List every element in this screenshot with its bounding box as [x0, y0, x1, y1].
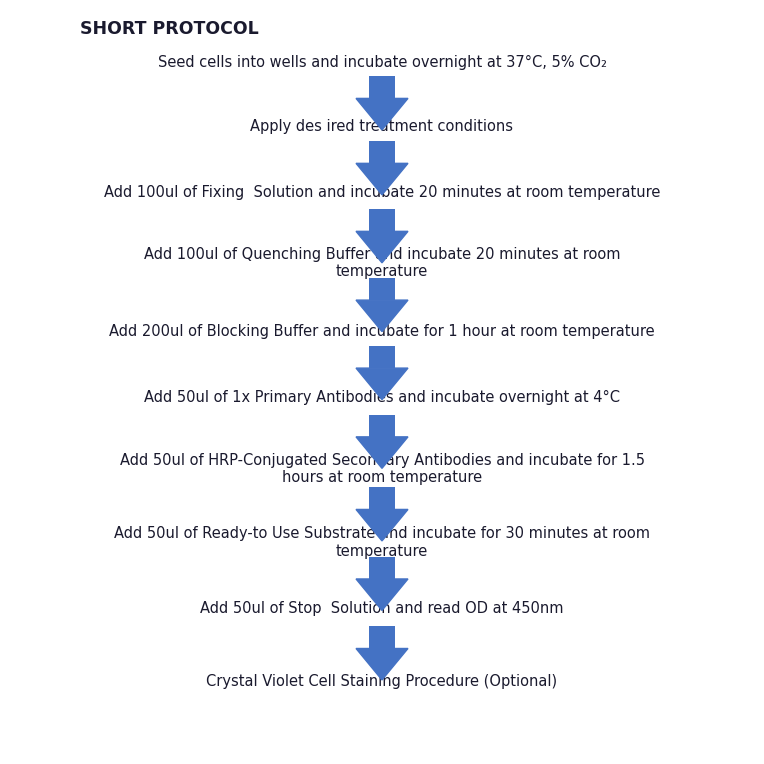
Polygon shape: [356, 231, 408, 263]
Text: Add 200ul of Blocking Buffer and incubate for 1 hour at room temperature: Add 200ul of Blocking Buffer and incubat…: [109, 324, 655, 339]
Text: SHORT PROTOCOL: SHORT PROTOCOL: [80, 20, 259, 38]
FancyBboxPatch shape: [370, 209, 395, 231]
FancyBboxPatch shape: [370, 487, 395, 510]
FancyBboxPatch shape: [370, 415, 395, 437]
Polygon shape: [356, 368, 408, 400]
Polygon shape: [356, 649, 408, 680]
Text: Add 50ul of Ready-to Use Substrate and incubate for 30 minutes at room
temperatu: Add 50ul of Ready-to Use Substrate and i…: [114, 526, 650, 558]
FancyBboxPatch shape: [370, 278, 395, 300]
Polygon shape: [356, 579, 408, 610]
Polygon shape: [356, 163, 408, 195]
Polygon shape: [356, 300, 408, 332]
Text: Apply des ired treatment conditions: Apply des ired treatment conditions: [251, 119, 513, 134]
Text: Add 50ul of HRP-Conjugated Secondary Antibodies and incubate for 1.5
hours at ro: Add 50ul of HRP-Conjugated Secondary Ant…: [119, 453, 645, 485]
Polygon shape: [356, 437, 408, 468]
Text: Add 50ul of 1x Primary Antibodies and incubate overnight at 4°C: Add 50ul of 1x Primary Antibodies and in…: [144, 390, 620, 405]
Text: Add 50ul of Stop  Solution and read OD at 450nm: Add 50ul of Stop Solution and read OD at…: [200, 601, 564, 616]
Text: Add 100ul of Fixing  Solution and incubate 20 minutes at room temperature: Add 100ul of Fixing Solution and incubat…: [104, 185, 660, 200]
Polygon shape: [356, 99, 408, 130]
Text: Seed cells into wells and incubate overnight at 37°C, 5% CO₂: Seed cells into wells and incubate overn…: [157, 55, 607, 70]
FancyBboxPatch shape: [370, 76, 395, 99]
FancyBboxPatch shape: [370, 346, 395, 368]
Text: Crystal Violet Cell Staining Procedure (Optional): Crystal Violet Cell Staining Procedure (…: [206, 674, 558, 689]
Text: Add 100ul of Quenching Buffer and incubate 20 minutes at room
temperature: Add 100ul of Quenching Buffer and incuba…: [144, 247, 620, 279]
FancyBboxPatch shape: [370, 626, 395, 649]
FancyBboxPatch shape: [370, 141, 395, 163]
Polygon shape: [356, 510, 408, 541]
FancyBboxPatch shape: [370, 557, 395, 579]
